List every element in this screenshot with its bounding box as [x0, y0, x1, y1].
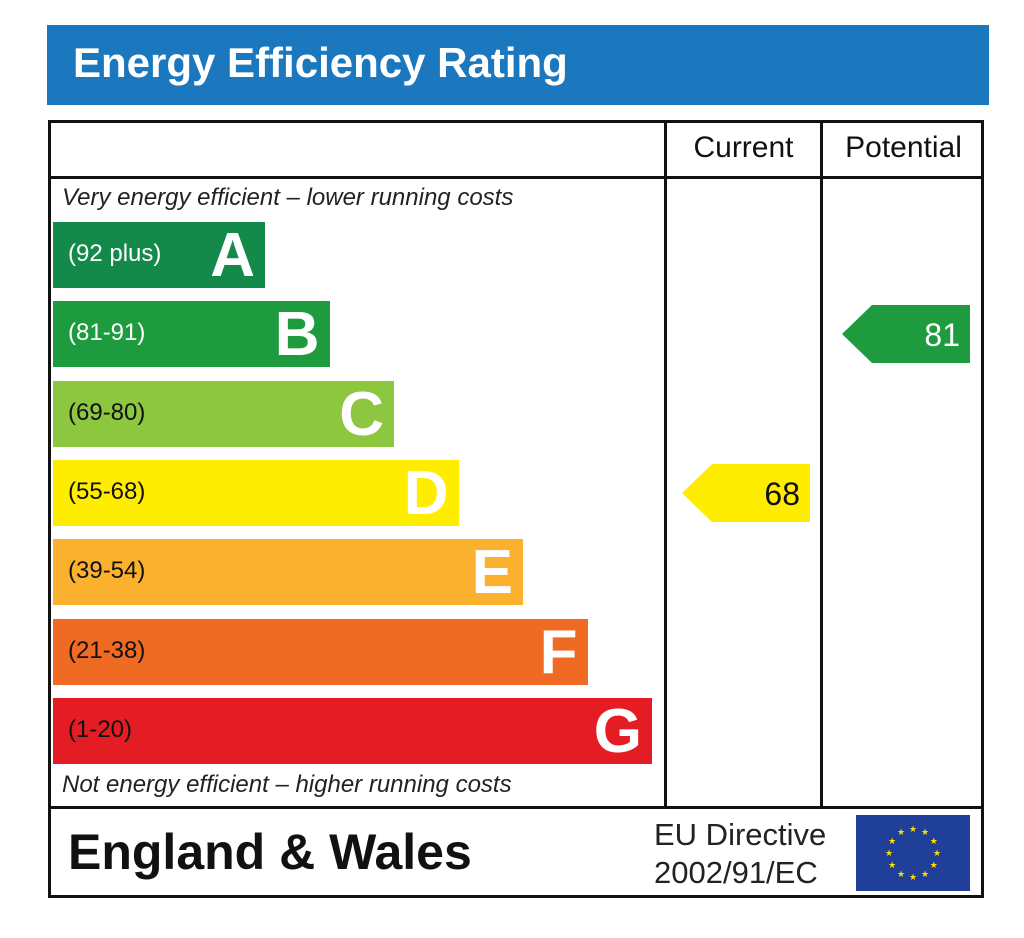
band-range-g: (1-20)	[68, 715, 133, 743]
current-column-divider	[664, 120, 667, 808]
band-letter-f: F	[539, 617, 578, 687]
potential-rating-arrow: 81	[842, 305, 970, 364]
bottom-note: Not energy efficient – higher running co…	[62, 771, 512, 798]
band-letter-b: B	[274, 300, 320, 370]
band-range-f: (21-38)	[68, 636, 146, 664]
band-d: (55-68) D	[53, 458, 459, 528]
potential-arrow-shape	[842, 305, 970, 364]
region-label: England & Wales	[68, 824, 472, 880]
current-rating-arrow: 68	[682, 463, 810, 522]
footer-divider	[48, 806, 984, 809]
eu-star-icon: ★	[897, 869, 905, 879]
eu-star-icon: ★	[933, 848, 941, 858]
current-column-header: Current	[693, 131, 794, 164]
chart-title: Energy Efficiency Rating	[73, 39, 568, 86]
eu-directive: EU Directive 2002/91/EC	[654, 816, 826, 892]
eu-star-icon: ★	[921, 827, 929, 837]
eu-star-icon: ★	[921, 869, 929, 879]
eu-star-icon: ★	[930, 836, 938, 846]
eu-star-icon: ★	[909, 872, 917, 882]
band-f: (21-38) F	[53, 617, 588, 687]
band-b: (81-91) B	[53, 300, 330, 370]
band-range-c: (69-80)	[68, 398, 146, 426]
band-range-b: (81-91)	[68, 319, 146, 347]
band-range-d: (55-68)	[68, 477, 146, 505]
potential-column-header: Potential	[845, 131, 962, 164]
eu-star-icon: ★	[888, 860, 896, 870]
current-arrow-shape	[682, 463, 810, 522]
potential-rating-value: 81	[924, 317, 960, 354]
top-note: Very energy efficient – lower running co…	[62, 184, 514, 211]
potential-column-divider	[820, 120, 823, 808]
eu-star-icon: ★	[909, 824, 917, 834]
eu-star-icon: ★	[897, 827, 905, 837]
band-letter-c: C	[339, 379, 384, 449]
band-letter-a: A	[210, 221, 255, 290]
band-range-a: (92 plus)	[68, 240, 162, 267]
eu-star-icon: ★	[888, 836, 896, 846]
eu-star-icon: ★	[930, 860, 938, 870]
eu-star-icon: ★	[885, 848, 893, 858]
title-banner: Energy Efficiency Rating	[47, 25, 989, 105]
eu-directive-line1: EU Directive	[654, 817, 827, 852]
band-a: (92 plus) A	[53, 221, 265, 290]
band-e: (39-54) E	[53, 538, 523, 608]
eu-flag-icon: ★ ★★★★★★★★★★★	[856, 815, 970, 891]
band-g: (1-20) G	[53, 696, 652, 766]
current-rating-value: 68	[764, 475, 800, 512]
band-letter-g: G	[593, 696, 642, 766]
eu-directive-line2: 2002/91/EC	[654, 855, 818, 890]
band-c: (69-80) C	[53, 379, 394, 449]
band-range-e: (39-54)	[68, 557, 146, 585]
band-letter-e: E	[471, 538, 513, 608]
band-letter-d: D	[403, 458, 449, 528]
rating-frame	[48, 120, 984, 898]
header-divider	[48, 176, 984, 179]
